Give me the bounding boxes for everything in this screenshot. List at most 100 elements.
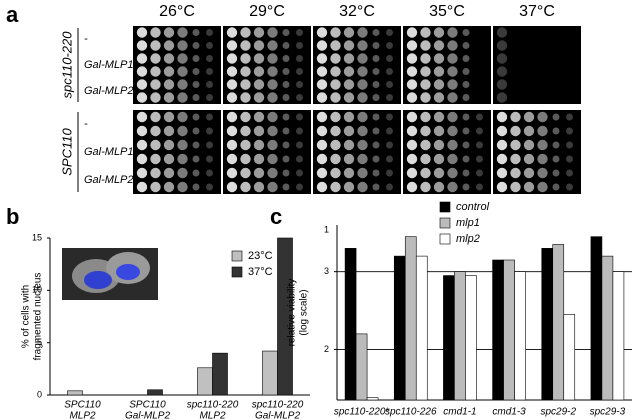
spot	[357, 181, 368, 193]
spot	[177, 181, 188, 193]
spot	[523, 181, 535, 193]
plate-image	[223, 110, 311, 194]
spot	[240, 92, 251, 103]
spot	[523, 111, 535, 123]
spot	[357, 40, 368, 51]
spot	[253, 40, 265, 51]
spot	[150, 167, 161, 179]
legend-label: control	[456, 201, 490, 213]
spot	[552, 141, 560, 149]
spot	[316, 125, 328, 137]
spot	[136, 111, 148, 123]
spot	[420, 111, 431, 123]
spot	[357, 53, 368, 64]
spot	[552, 169, 560, 177]
bar	[454, 271, 466, 401]
spot	[177, 125, 188, 137]
spot	[433, 153, 445, 165]
y-tick-label: 5	[37, 337, 42, 347]
spot	[476, 169, 483, 177]
spot	[566, 183, 573, 191]
spot	[343, 167, 355, 179]
spot	[510, 111, 521, 123]
spot	[296, 169, 303, 177]
x-tick-label: spc110-220*	[334, 407, 391, 418]
spot	[226, 66, 238, 77]
spot	[330, 111, 341, 123]
spot	[447, 66, 458, 77]
spot	[296, 113, 303, 121]
spot	[433, 27, 445, 38]
spot	[343, 111, 355, 123]
x-tick-label: SPC110	[129, 400, 166, 411]
spot	[406, 181, 418, 193]
spot	[496, 167, 508, 179]
spot	[537, 181, 548, 193]
spot	[267, 53, 278, 64]
spot	[406, 79, 418, 90]
spot	[476, 127, 483, 135]
spot	[136, 79, 148, 90]
spot	[177, 66, 188, 77]
spot	[316, 153, 328, 165]
spot	[267, 167, 278, 179]
legend-label: mlp1	[456, 217, 480, 229]
legend-label: 37°C	[248, 266, 273, 278]
legend-swatch	[231, 266, 243, 278]
spot	[462, 127, 470, 135]
spot	[566, 141, 573, 149]
spot	[192, 183, 200, 191]
spot	[523, 125, 535, 137]
spot	[163, 66, 175, 77]
spot	[177, 40, 188, 51]
spot	[462, 94, 470, 101]
spot	[386, 29, 393, 36]
spot	[316, 111, 328, 123]
spot	[150, 181, 161, 193]
spot	[462, 81, 470, 88]
y-tick-label: 0	[37, 389, 42, 399]
bar	[67, 390, 83, 396]
spot	[476, 141, 483, 149]
spot	[192, 42, 200, 49]
spot	[226, 40, 238, 51]
spot	[433, 181, 445, 193]
spot	[150, 139, 161, 151]
spot	[447, 111, 458, 123]
spot	[206, 113, 213, 121]
bar	[563, 314, 576, 401]
spot	[462, 155, 470, 163]
spot	[282, 81, 290, 88]
spot	[240, 40, 251, 51]
spot	[316, 139, 328, 151]
panel-label: c	[270, 204, 282, 229]
spot	[420, 40, 431, 51]
spot	[372, 29, 380, 36]
spot	[566, 155, 573, 163]
spot	[282, 55, 290, 62]
plate-image	[493, 26, 581, 104]
row-label: -	[84, 118, 88, 130]
spot	[282, 29, 290, 36]
spot-plate	[223, 26, 311, 104]
spot	[386, 141, 393, 149]
spot-plate	[133, 110, 221, 194]
spot	[357, 92, 368, 103]
spot	[447, 79, 458, 90]
spot	[372, 141, 380, 149]
y-tick-label: 2	[324, 344, 329, 354]
spot	[523, 167, 535, 179]
spot	[552, 155, 560, 163]
plate-image	[133, 26, 221, 104]
spot	[357, 125, 368, 137]
spot	[192, 169, 200, 177]
spot	[496, 79, 508, 90]
spot	[372, 183, 380, 191]
spot	[206, 127, 213, 135]
spot	[343, 53, 355, 64]
spot	[253, 79, 265, 90]
spot	[343, 66, 355, 77]
spot	[267, 153, 278, 165]
bar	[612, 271, 625, 401]
spot	[150, 79, 161, 90]
